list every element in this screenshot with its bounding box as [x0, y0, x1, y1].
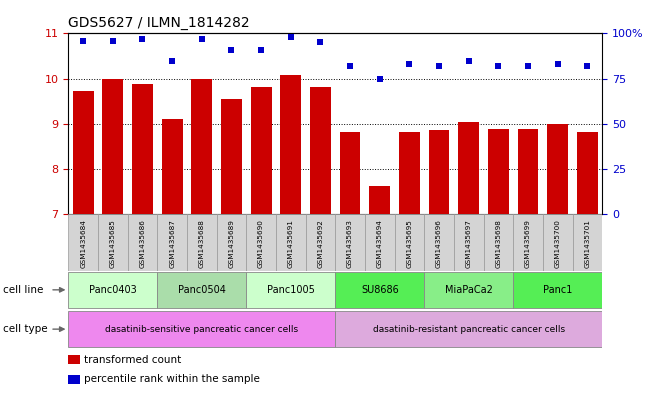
Text: GSM1435684: GSM1435684 — [80, 219, 86, 268]
Bar — [424, 272, 513, 308]
Text: GSM1435693: GSM1435693 — [347, 219, 353, 268]
Bar — [458, 122, 479, 214]
Bar — [547, 124, 568, 214]
Text: dasatinib-sensitive pancreatic cancer cells: dasatinib-sensitive pancreatic cancer ce… — [105, 325, 298, 334]
Bar — [73, 91, 94, 214]
Point — [523, 63, 533, 69]
Bar — [572, 214, 602, 271]
Point — [582, 63, 592, 69]
Text: MiaPaCa2: MiaPaCa2 — [445, 285, 493, 295]
Text: SU8686: SU8686 — [361, 285, 398, 295]
Text: GSM1435696: GSM1435696 — [436, 219, 442, 268]
Point — [553, 61, 563, 67]
Bar — [187, 214, 217, 271]
Bar — [276, 214, 305, 271]
Bar — [365, 214, 395, 271]
Text: transformed count: transformed count — [84, 354, 181, 365]
Bar — [395, 214, 424, 271]
Bar — [162, 119, 182, 214]
Text: dasatinib-resistant pancreatic cancer cells: dasatinib-resistant pancreatic cancer ce… — [372, 325, 565, 334]
Bar — [399, 132, 420, 214]
Point — [78, 37, 89, 44]
Bar — [251, 87, 271, 214]
Bar — [305, 214, 335, 271]
Text: cell line: cell line — [3, 285, 44, 295]
Point — [256, 46, 266, 53]
Point — [374, 75, 385, 82]
Bar — [246, 214, 276, 271]
Text: GSM1435698: GSM1435698 — [495, 219, 501, 268]
Text: GSM1435700: GSM1435700 — [555, 219, 561, 268]
Bar — [68, 272, 158, 308]
Bar — [335, 311, 602, 347]
Text: GSM1435691: GSM1435691 — [288, 219, 294, 268]
Bar — [543, 214, 572, 271]
Bar — [102, 79, 123, 214]
Point — [315, 39, 326, 46]
Point — [434, 63, 444, 69]
Text: GSM1435690: GSM1435690 — [258, 219, 264, 268]
Text: GSM1435687: GSM1435687 — [169, 219, 175, 268]
Text: GSM1435689: GSM1435689 — [229, 219, 234, 268]
Bar — [335, 272, 424, 308]
Bar — [217, 214, 246, 271]
Bar — [191, 79, 212, 214]
Bar — [340, 132, 361, 214]
Bar — [454, 214, 484, 271]
Point — [464, 57, 474, 64]
Point — [404, 61, 415, 67]
Point — [227, 46, 237, 53]
Bar — [98, 214, 128, 271]
Bar — [335, 214, 365, 271]
Text: percentile rank within the sample: percentile rank within the sample — [84, 374, 260, 384]
Point — [107, 37, 118, 44]
Text: GSM1435692: GSM1435692 — [318, 219, 324, 268]
Text: GSM1435695: GSM1435695 — [406, 219, 412, 268]
Text: Panc0403: Panc0403 — [89, 285, 137, 295]
Text: GSM1435685: GSM1435685 — [110, 219, 116, 268]
Text: Panc1005: Panc1005 — [267, 285, 314, 295]
Bar — [513, 272, 602, 308]
Bar — [246, 272, 335, 308]
Point — [286, 34, 296, 40]
Bar — [221, 99, 242, 214]
Bar — [158, 272, 246, 308]
Point — [137, 36, 148, 42]
Point — [197, 36, 207, 42]
Bar — [484, 214, 513, 271]
Bar — [158, 214, 187, 271]
Point — [493, 63, 504, 69]
Point — [345, 63, 355, 69]
Text: GSM1435701: GSM1435701 — [585, 219, 590, 268]
Point — [167, 57, 177, 64]
Bar — [128, 214, 158, 271]
Bar — [518, 129, 538, 214]
Bar — [369, 186, 390, 214]
Bar — [68, 214, 98, 271]
Text: GSM1435699: GSM1435699 — [525, 219, 531, 268]
Text: GDS5627 / ILMN_1814282: GDS5627 / ILMN_1814282 — [68, 16, 250, 30]
Bar — [281, 75, 301, 214]
Bar — [132, 84, 153, 214]
Text: GSM1435697: GSM1435697 — [465, 219, 472, 268]
Text: Panc1: Panc1 — [543, 285, 572, 295]
Text: cell type: cell type — [3, 324, 48, 334]
Text: GSM1435688: GSM1435688 — [199, 219, 205, 268]
Text: Panc0504: Panc0504 — [178, 285, 226, 295]
Bar — [513, 214, 543, 271]
Bar — [424, 214, 454, 271]
Text: GSM1435686: GSM1435686 — [139, 219, 145, 268]
Text: GSM1435694: GSM1435694 — [377, 219, 383, 268]
Bar — [577, 132, 598, 214]
Bar — [310, 87, 331, 214]
Bar — [488, 129, 509, 214]
Bar — [429, 130, 449, 214]
Bar — [68, 311, 335, 347]
